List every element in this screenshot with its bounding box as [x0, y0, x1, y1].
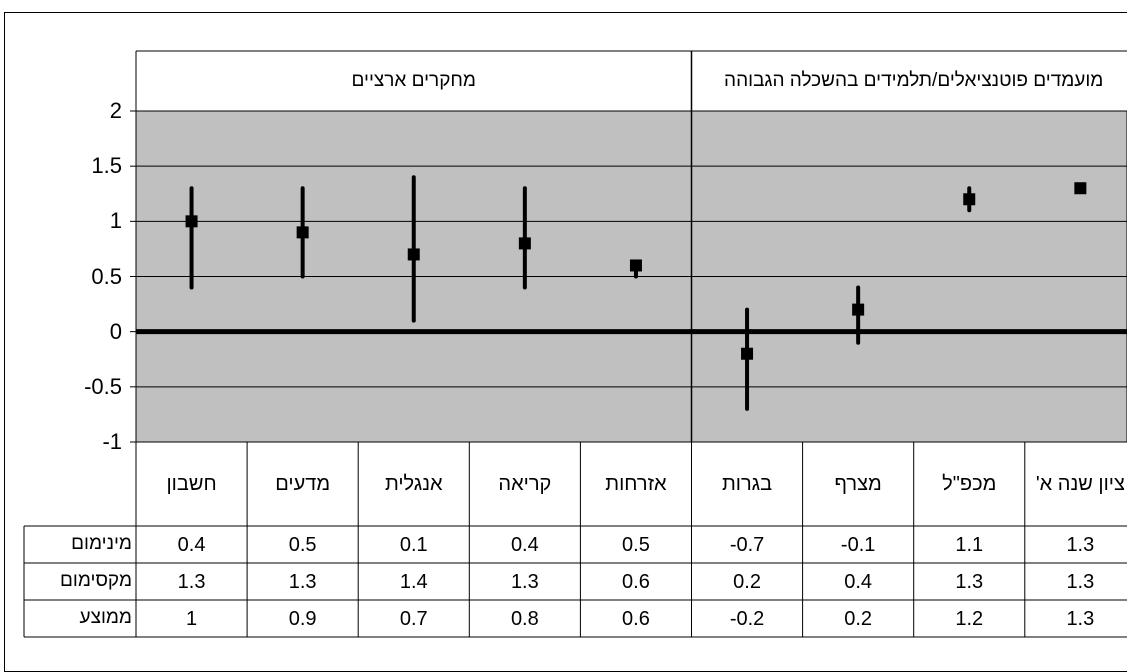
mean-marker — [741, 348, 753, 360]
data-label: 1 — [136, 600, 247, 637]
data-label: 0.6 — [580, 600, 691, 637]
category-label: מכפ"ל — [914, 442, 1025, 526]
data-label: 0.2 — [692, 563, 803, 600]
data-label: 1.4 — [358, 563, 469, 600]
data-label: 0.2 — [803, 600, 914, 637]
data-label: -0.7 — [692, 526, 803, 563]
y-tick-label: -0.5 — [12, 374, 122, 400]
category-label: אזרחות — [580, 442, 691, 526]
group-header: מועמדים פוטנציאלים/תלמידים בהשכלה הגבוהה — [692, 53, 1127, 109]
y-tick-label: 2 — [12, 98, 122, 124]
y-tick-label: -1 — [12, 429, 122, 455]
data-label: 0.5 — [580, 526, 691, 563]
mean-marker — [297, 226, 309, 238]
category-label: ציון שנה א' — [1025, 442, 1127, 526]
group-header: מחקרים ארציים — [136, 53, 692, 109]
data-label: 0.6 — [580, 563, 691, 600]
category-label: בגרות — [692, 442, 803, 526]
category-label: אנגלית — [358, 442, 469, 526]
mean-marker — [519, 237, 531, 249]
data-label: -0.2 — [692, 600, 803, 637]
category-label: חשבון — [136, 442, 247, 526]
table-row-label: מינימום — [24, 526, 136, 563]
mean-marker — [963, 193, 975, 205]
category-label: מצרף — [803, 442, 914, 526]
data-label: 1.3 — [1025, 563, 1127, 600]
data-label: 0.1 — [358, 526, 469, 563]
mean-marker — [852, 304, 864, 316]
data-label: 1.3 — [247, 563, 358, 600]
data-label: 1.3 — [469, 563, 580, 600]
y-tick-label: 0.5 — [12, 264, 122, 290]
y-tick-label: 0 — [12, 319, 122, 345]
table-row-label: ממוצע — [24, 600, 136, 637]
data-label: 1.3 — [1025, 600, 1127, 637]
table-row-label: מקסימום — [24, 563, 136, 600]
data-label: 1.1 — [914, 526, 1025, 563]
mean-marker — [630, 259, 642, 271]
category-label: קריאה — [469, 442, 580, 526]
data-label: 0.4 — [469, 526, 580, 563]
y-tick-label: 1.5 — [12, 153, 122, 179]
data-label: 1.2 — [914, 600, 1025, 637]
data-label: 0.7 — [358, 600, 469, 637]
data-label: 0.9 — [247, 600, 358, 637]
data-label: 1.3 — [914, 563, 1025, 600]
data-label: 0.4 — [803, 563, 914, 600]
data-label: 1.3 — [136, 563, 247, 600]
data-label: 0.5 — [247, 526, 358, 563]
mean-marker — [1074, 182, 1086, 194]
category-label: מדעים — [247, 442, 358, 526]
data-label: -0.1 — [803, 526, 914, 563]
mean-marker — [408, 248, 420, 260]
y-tick-label: 1 — [12, 208, 122, 234]
data-label: 0.4 — [136, 526, 247, 563]
data-label: 1.3 — [1025, 526, 1127, 563]
mean-marker — [186, 215, 198, 227]
data-label: 0.8 — [469, 600, 580, 637]
